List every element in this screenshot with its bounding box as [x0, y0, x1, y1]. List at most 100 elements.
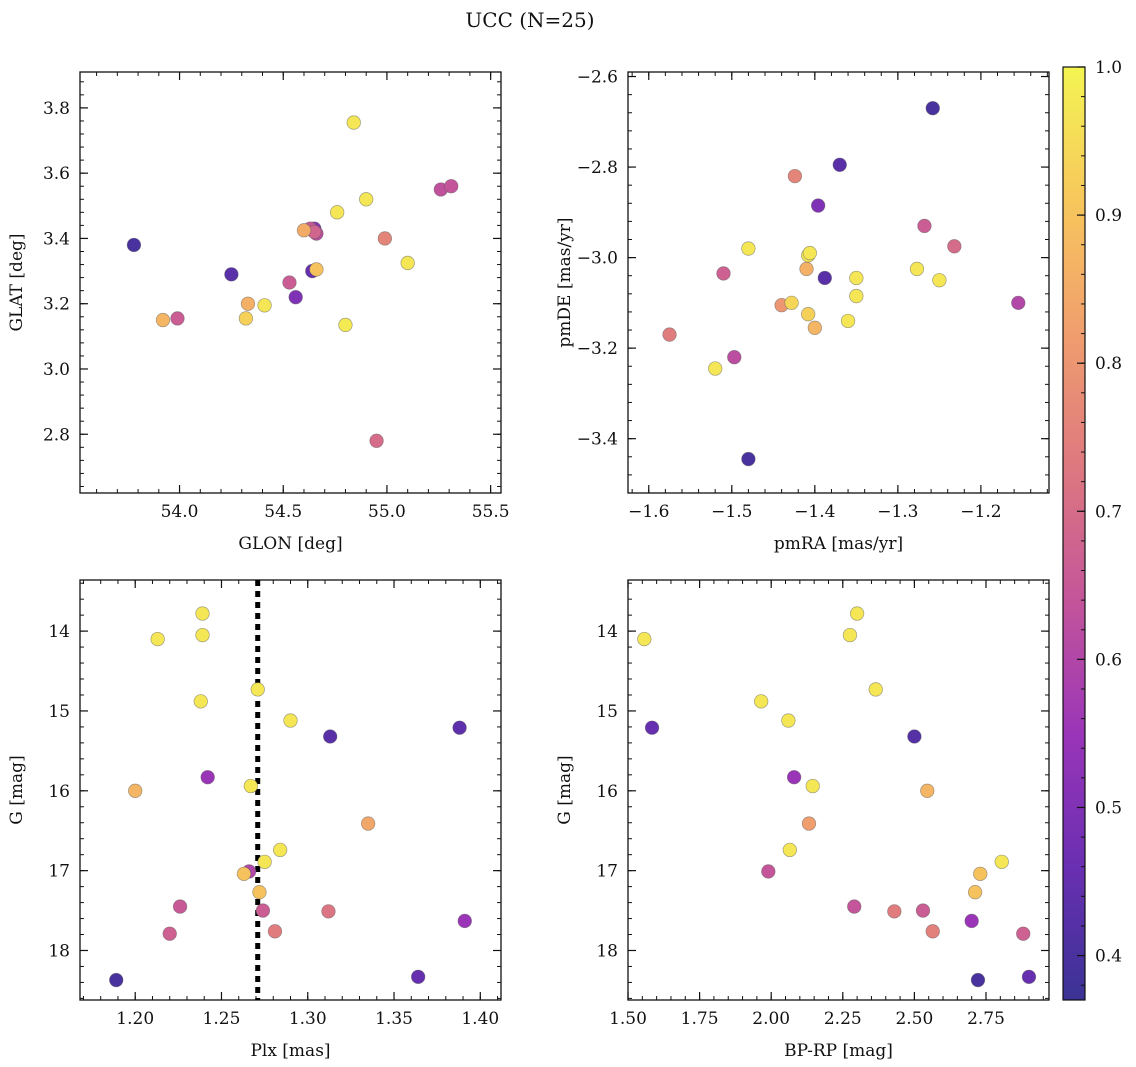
- data-point: [250, 682, 265, 697]
- y-tick-label: −2.8: [577, 158, 618, 178]
- x-tick-label: 1.20: [116, 1009, 154, 1029]
- x-tick-label: 1.35: [375, 1009, 413, 1029]
- data-point: [849, 288, 864, 304]
- data-point: [807, 320, 822, 335]
- data-point: [947, 239, 962, 254]
- data-point: [727, 350, 742, 365]
- data-point: [967, 885, 983, 900]
- data-point: [754, 694, 769, 709]
- data-point: [973, 866, 988, 881]
- data-point: [970, 972, 986, 988]
- colorbar-tick-label: 0.4: [1095, 947, 1122, 967]
- y-tick-label: 3.8: [43, 99, 70, 119]
- x-tick-label: 1.75: [681, 1009, 719, 1029]
- data-point: [369, 433, 384, 448]
- data-point: [321, 904, 336, 919]
- data-point: [925, 924, 940, 939]
- y-axis-label: G [mag]: [7, 755, 27, 824]
- data-point: [817, 270, 832, 286]
- panel-glon-glat: 54.0 54.5 55.0 55.5 2.8 3.0 3.2 3.4 3.6 3.8 GLON […: [7, 71, 510, 554]
- x-tick-label: 1.25: [203, 1009, 241, 1029]
- plot-frame: [79, 579, 502, 1001]
- data-point: [741, 241, 756, 256]
- x-tick-label: 54.5: [264, 502, 302, 522]
- y-tick-label: 16: [48, 782, 70, 802]
- plot-frame: [627, 579, 1050, 1001]
- data-point: [411, 969, 426, 984]
- data-point: [909, 261, 925, 277]
- y-tick-label: −3.2: [577, 339, 618, 359]
- data-point: [644, 720, 660, 735]
- data-point: [288, 290, 303, 305]
- y-tick-label: 2.8: [43, 425, 70, 445]
- data-point: [400, 255, 415, 271]
- data-point: [195, 606, 210, 621]
- data-point: [338, 317, 353, 333]
- data-point: [849, 270, 864, 286]
- x-tick-label: −1.6: [628, 502, 669, 522]
- data-point: [195, 627, 210, 643]
- y-tick-label: 3.2: [43, 295, 70, 315]
- y-tick-label: −3.0: [577, 249, 618, 269]
- scatter-panels: 54.0 54.5 55.0 55.5 2.8 3.0 3.2 3.4 3.6 3.8 GLON […: [7, 68, 1050, 1061]
- data-point: [162, 926, 177, 941]
- data-point: [346, 115, 361, 130]
- data-point: [761, 864, 776, 879]
- panel-pmra-pmde: −1.6 −1.5 −1.4 −1.3 −1.2 −3.4 −3.2 −3.0 −2.8 −2.6…: [555, 68, 1050, 554]
- data-point: [377, 231, 393, 246]
- y-tick-label: 14: [48, 622, 70, 642]
- data-point: [170, 311, 185, 326]
- data-point: [360, 816, 376, 831]
- y-tick-label: 3.4: [43, 229, 70, 249]
- data-point: [847, 899, 862, 914]
- y-tick-label: 3.6: [43, 164, 70, 184]
- data-point: [842, 627, 858, 643]
- x-tick-label: 2.25: [824, 1009, 862, 1029]
- data-point: [224, 267, 239, 282]
- x-tick-label: 2.00: [752, 1009, 790, 1029]
- data-point: [917, 218, 932, 234]
- data-point: [801, 816, 817, 831]
- data-point: [457, 913, 472, 929]
- data-point: [805, 778, 820, 794]
- data-point: [257, 298, 272, 313]
- data-point: [330, 205, 345, 220]
- data-point: [296, 223, 312, 238]
- data-point: [240, 296, 256, 311]
- data-point: [444, 179, 459, 194]
- data-point: [282, 275, 297, 290]
- data-point: [193, 694, 208, 709]
- colorbar-tick-label: 0.9: [1095, 206, 1122, 226]
- colorbar-gradient: [1062, 66, 1086, 1001]
- x-tick-label: −1.2: [960, 502, 1001, 522]
- x-axis-label: pmRA [mas/yr]: [774, 534, 903, 554]
- data-point: [126, 237, 142, 253]
- x-tick-label: −1.4: [794, 502, 835, 522]
- y-tick-label: −3.4: [577, 430, 618, 450]
- y-axis-label: GLAT [deg]: [7, 233, 27, 331]
- x-tick-label: 55.0: [368, 502, 406, 522]
- data-point: [811, 198, 826, 213]
- data-point: [128, 783, 143, 798]
- data-point: [238, 311, 254, 326]
- data-point: [359, 192, 374, 207]
- panel-bprp-g: 1.50 1.75 2.00 2.25 2.50 2.75 14 15 16 17 18 BP-RP …: [555, 579, 1050, 1061]
- colorbar-tick-label: 0.5: [1095, 798, 1122, 818]
- colorbar-tick-label: 0.8: [1095, 354, 1122, 374]
- plot-frame: [627, 71, 1050, 494]
- y-tick-label: 17: [48, 862, 70, 882]
- data-point: [1021, 969, 1037, 984]
- x-axis-label: Plx [mas]: [250, 1041, 330, 1061]
- y-tick-label: 15: [48, 702, 70, 722]
- data-point: [801, 307, 816, 322]
- data-point: [925, 101, 940, 116]
- x-tick-label: 1.50: [609, 1009, 647, 1029]
- y-tick-label: 18: [48, 941, 70, 961]
- points: [109, 606, 472, 988]
- data-point: [257, 854, 272, 870]
- x-tick-label: 55.5: [472, 502, 510, 522]
- data-point: [200, 770, 215, 785]
- y-tick-label: 17: [596, 862, 618, 882]
- data-point: [150, 631, 165, 647]
- y-tick-label: 16: [596, 782, 618, 802]
